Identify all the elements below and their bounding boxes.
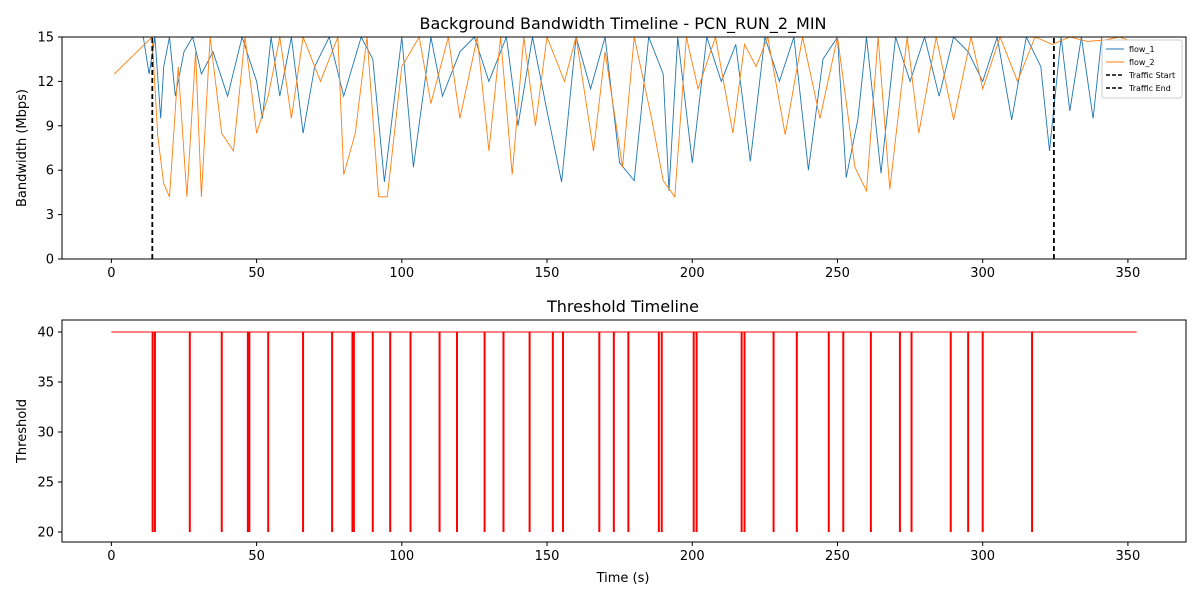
threshold-x-axis-label: Time (s)	[596, 571, 650, 586]
bandwidth-x-tick-label: 350	[1115, 266, 1140, 281]
threshold-y-tick-label: 35	[37, 376, 54, 391]
bandwidth-axis-ticks: 0 50 100 150 200 250 300 350 0 3 6 9 12 15	[37, 31, 1140, 282]
threshold-x-tick-label: 100	[389, 549, 414, 564]
legend-label-traffic-end: Traffic End	[1128, 84, 1171, 93]
legend-box	[1101, 39, 1183, 99]
bandwidth-y-tick-label: 0	[46, 253, 54, 268]
legend-label-flow_2: flow_2	[1129, 58, 1155, 67]
bandwidth-axes-frame	[61, 36, 1187, 260]
bandwidth-x-tick-label: 50	[248, 266, 265, 281]
bandwidth-chart-title: Background Bandwidth Timeline - PCN_RUN_…	[419, 14, 826, 34]
bandwidth-y-tick-label: 3	[46, 208, 54, 223]
bandwidth-y-axis-label: Bandwidth (Mbps)	[15, 89, 30, 207]
threshold-axis-ticks: 0 50 100 150 200 250 300 350 20 25 30 35 40	[37, 326, 1140, 565]
bandwidth-legend: flow_1 flow_2 Traffic Start Traffic End	[1101, 39, 1183, 99]
series-line-flow_2	[113, 37, 1129, 199]
threshold-x-tick-label: 200	[680, 549, 705, 564]
bandwidth-chart: Background Bandwidth Timeline - PCN_RUN_…	[15, 14, 1187, 282]
threshold-y-axis-label: Threshold	[15, 399, 30, 464]
threshold-plot-area	[111, 331, 1137, 532]
threshold-chart-title: Threshold Timeline	[546, 297, 699, 316]
bandwidth-x-tick-label: 250	[825, 266, 850, 281]
threshold-y-tick-label: 20	[37, 526, 54, 541]
threshold-x-tick-label: 50	[248, 549, 265, 564]
threshold-x-tick-label: 250	[825, 549, 850, 564]
threshold-y-tick-label: 30	[37, 426, 54, 441]
threshold-x-tick-label: 300	[970, 549, 995, 564]
threshold-x-tick-label: 350	[1115, 549, 1140, 564]
threshold-x-tick-label: 150	[535, 549, 560, 564]
legend-label-flow_1: flow_1	[1129, 45, 1155, 54]
bandwidth-x-tick-label: 100	[389, 266, 414, 281]
bandwidth-y-tick-label: 6	[46, 164, 54, 179]
threshold-y-tick-label: 25	[37, 476, 54, 491]
bandwidth-y-tick-label: 15	[37, 31, 54, 46]
legend-label-traffic-start: Traffic Start	[1128, 71, 1175, 80]
bandwidth-x-tick-label: 300	[970, 266, 995, 281]
threshold-axes-frame	[61, 319, 1187, 543]
bandwidth-x-tick-label: 150	[535, 266, 560, 281]
bandwidth-x-tick-label: 0	[107, 266, 115, 281]
threshold-y-tick-label: 40	[37, 326, 54, 341]
threshold-chart: Threshold Timeline Threshold Time (s) 0 5…	[15, 297, 1187, 586]
threshold-x-tick-label: 0	[107, 549, 115, 564]
bandwidth-y-tick-label: 9	[46, 119, 54, 134]
bandwidth-plot-area	[113, 37, 1129, 259]
series-line-flow_1	[142, 37, 1103, 191]
bandwidth-y-tick-label: 12	[37, 75, 54, 90]
bandwidth-x-tick-label: 200	[680, 266, 705, 281]
